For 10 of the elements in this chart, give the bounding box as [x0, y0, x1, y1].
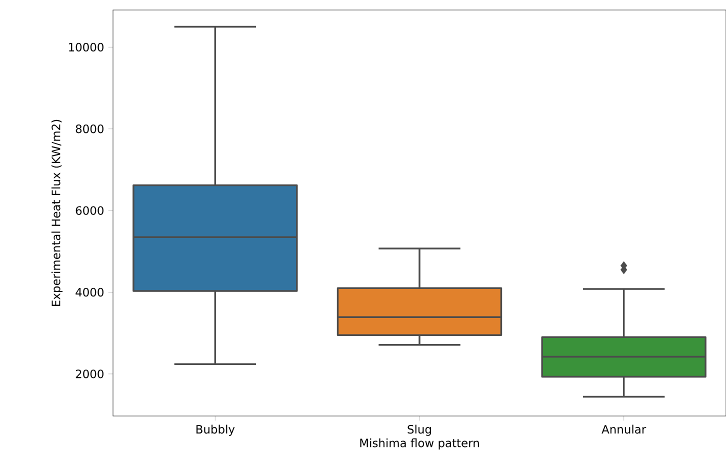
y-tick-label: 4000	[76, 288, 104, 297]
y-tick-label: 8000	[76, 124, 104, 134]
x-tick-label: Slug	[408, 424, 431, 436]
x-axis-title: Mishima flow pattern	[360, 438, 479, 450]
y-tick-label: 10000	[69, 42, 104, 52]
y-tick-label: 6000	[76, 206, 104, 215]
y-axis-title: Experimental Heat Flux (KW/m2)	[51, 120, 63, 306]
x-tick-label: Bubbly	[196, 424, 235, 436]
x-tick-label: Annular	[602, 424, 646, 434]
y-tick-label: 2000	[76, 370, 104, 378]
